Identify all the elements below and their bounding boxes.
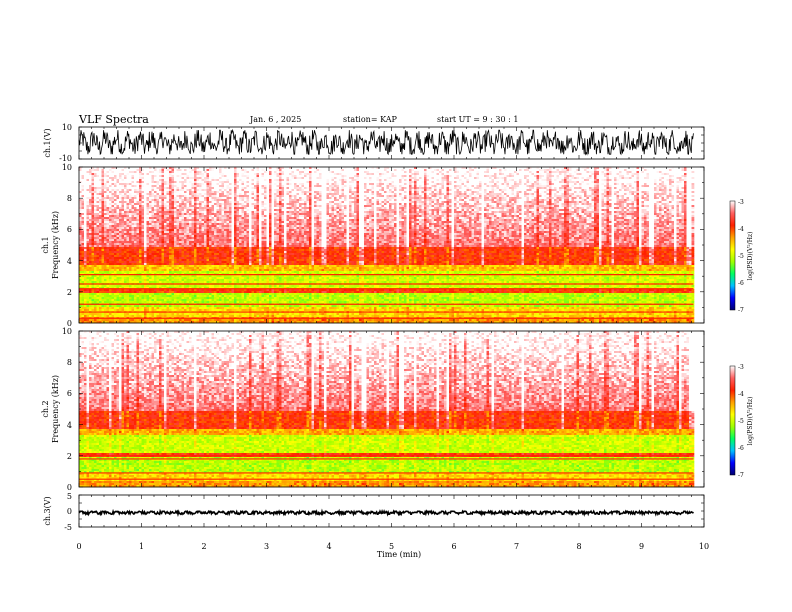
ch2-colorbar-fill: [730, 366, 735, 475]
ch1-colorbar: -3 -4 -5 -6 -7 log(PSD)(V²/Hz): [730, 199, 754, 314]
xtick-10: 10: [699, 542, 709, 551]
xtick-2: 2: [201, 542, 206, 551]
ch2-spectrogram-panel: 0 2 4 6 8 10 ch.2 Frequency (kHz): [41, 327, 704, 492]
ch1-cb-tick-7: -7: [738, 307, 744, 314]
ch1-cb-tick-5: -5: [738, 253, 744, 260]
xtick-9: 9: [639, 542, 644, 551]
ch1-colorbar-label: log(PSD)(V²/Hz): [747, 232, 754, 281]
ch1-waveform-trace: [79, 130, 693, 154]
xtick-8: 8: [576, 542, 581, 551]
ch3-waveform-trace: [79, 511, 693, 514]
ch1-waveform-panel: 10 -10 ch.1(V): [43, 123, 704, 163]
xtick-1: 1: [139, 542, 144, 551]
ch2-spectrogram-channel-label: ch.2: [41, 400, 50, 417]
station-label: station= KAP: [343, 115, 398, 124]
xtick-4: 4: [326, 542, 331, 551]
start-time-label: start UT = 9 : 30 : 1: [437, 115, 518, 124]
x-axis-label: Time (min): [377, 550, 421, 559]
ch3-ytick-mid: 0: [67, 507, 72, 516]
ch1-ytick-2: 2: [67, 288, 72, 297]
vlf-spectra-figure: VLF Spectra Jan. 6 , 2025 station= KAP s…: [0, 0, 792, 612]
ch2-ytick-0: 0: [67, 483, 72, 492]
figure-title: VLF Spectra: [78, 113, 149, 126]
ch1-waveform-ylabel: ch.1(V): [43, 128, 52, 157]
ch1-ytick-6: 6: [67, 225, 72, 234]
ch1-frequency-ylabel: Frequency (kHz): [51, 211, 60, 279]
ch2-ytick-10: 10: [62, 327, 72, 336]
ch1-cb-tick-3: -3: [738, 199, 744, 206]
ch2-frequency-ylabel: Frequency (kHz): [51, 375, 60, 443]
ch1-ytick-top: 10: [62, 123, 72, 132]
ch2-cb-tick-6: -6: [738, 445, 744, 452]
ch3-ytick-top: 5: [67, 492, 72, 501]
ch2-ytick-4: 4: [67, 421, 72, 430]
ch1-cb-tick-4: -4: [738, 226, 744, 233]
ch1-spectrogram-panel: 0 2 4 6 8 10 ch.1 Frequency (kHz): [41, 163, 704, 328]
ch1-ytick-8: 8: [67, 194, 72, 203]
ch2-ytick-2: 2: [67, 452, 72, 461]
ch1-spectrogram-channel-label: ch.1: [41, 236, 50, 253]
ch2-cb-tick-5: -5: [738, 418, 744, 425]
ch1-ytick-4: 4: [67, 257, 72, 266]
ch3-waveform-ylabel: ch.3(V): [43, 496, 52, 525]
xtick-6: 6: [451, 542, 456, 551]
xtick-3: 3: [264, 542, 269, 551]
ch1-colorbar-fill: [730, 201, 735, 310]
ch2-colorbar: -3 -4 -5 -6 -7 log(PSD)(V²/Hz): [730, 364, 754, 479]
ch2-spectrogram-image: [79, 331, 704, 487]
ch2-cb-tick-7: -7: [738, 472, 744, 479]
ch1-ytick-bottom: -10: [59, 154, 72, 163]
ch3-waveform-panel: 5 0 -5 ch.3(V): [43, 492, 704, 532]
ch2-colorbar-label: log(PSD)(V²/Hz): [747, 397, 754, 446]
ch1-cb-tick-6: -6: [738, 280, 744, 287]
ch3-ytick-bottom: -5: [64, 523, 72, 532]
ch2-cb-tick-3: -3: [738, 364, 744, 371]
ch1-ytick-10: 10: [62, 163, 72, 172]
ch2-ytick-8: 8: [67, 358, 72, 367]
xtick-7: 7: [514, 542, 519, 551]
ch1-spectrogram-image: [79, 167, 704, 323]
x-axis: 0 1 2 3 4 5 6 7 8 9 10 Time (min): [76, 542, 709, 559]
xtick-0: 0: [76, 542, 81, 551]
date-label: Jan. 6 , 2025: [249, 115, 301, 124]
ch2-cb-tick-4: -4: [738, 391, 744, 398]
ch2-ytick-6: 6: [67, 389, 72, 398]
